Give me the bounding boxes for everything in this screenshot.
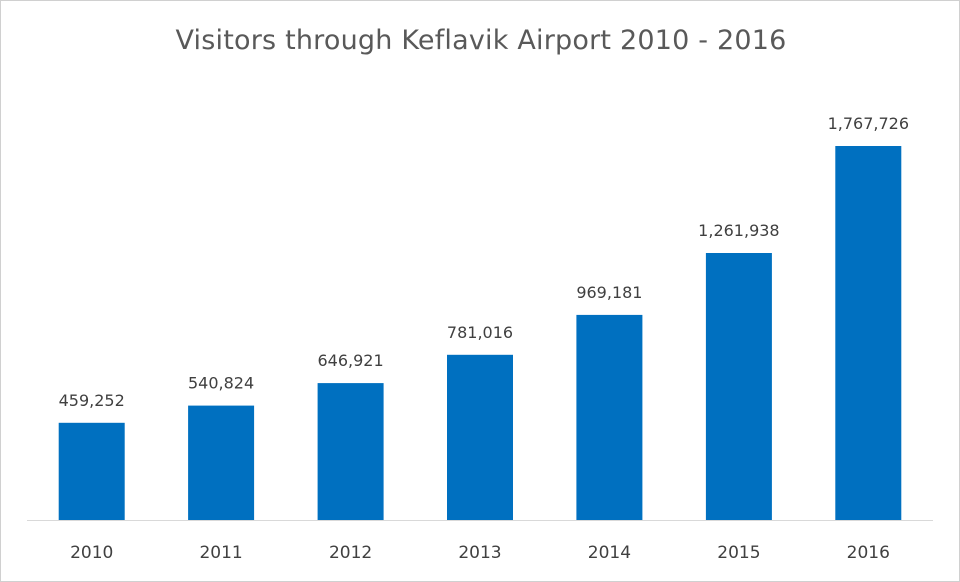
data-label-2016: 1,767,726 xyxy=(828,114,909,133)
bar-2014 xyxy=(576,314,643,520)
x-tick-label-2012: 2012 xyxy=(329,543,372,563)
bar-2010 xyxy=(58,422,125,520)
x-tick-label-2010: 2010 xyxy=(70,543,113,563)
x-tick-labels-group: 2010 2011 2012 2013 2014 2015 2016 xyxy=(70,543,890,563)
bar-2013 xyxy=(447,354,513,520)
bar-2011 xyxy=(188,405,255,520)
x-tick-label-2016: 2016 xyxy=(847,543,890,563)
bar-2012 xyxy=(317,383,384,520)
bar-2015 xyxy=(705,253,772,520)
x-tick-label-2015: 2015 xyxy=(717,543,760,563)
bar-2016 xyxy=(835,146,902,520)
x-tick-label-2013: 2013 xyxy=(458,543,501,563)
data-label-2014: 969,181 xyxy=(576,283,642,302)
data-label-2011: 540,824 xyxy=(188,374,254,393)
bars-group xyxy=(58,146,902,520)
chart-title: Visitors through Keflavik Airport 2010 -… xyxy=(175,25,787,56)
data-label-2013: 781,016 xyxy=(447,323,513,342)
data-label-2012: 646,921 xyxy=(318,351,384,370)
data-label-2010: 459,252 xyxy=(59,391,125,410)
data-labels-group: 459,252 540,824 646,921 781,016 969,181 1,261… xyxy=(59,114,909,410)
data-label-2015: 1,261,938 xyxy=(698,221,779,240)
x-tick-label-2014: 2014 xyxy=(588,543,631,563)
x-tick-label-2011: 2011 xyxy=(199,543,242,563)
